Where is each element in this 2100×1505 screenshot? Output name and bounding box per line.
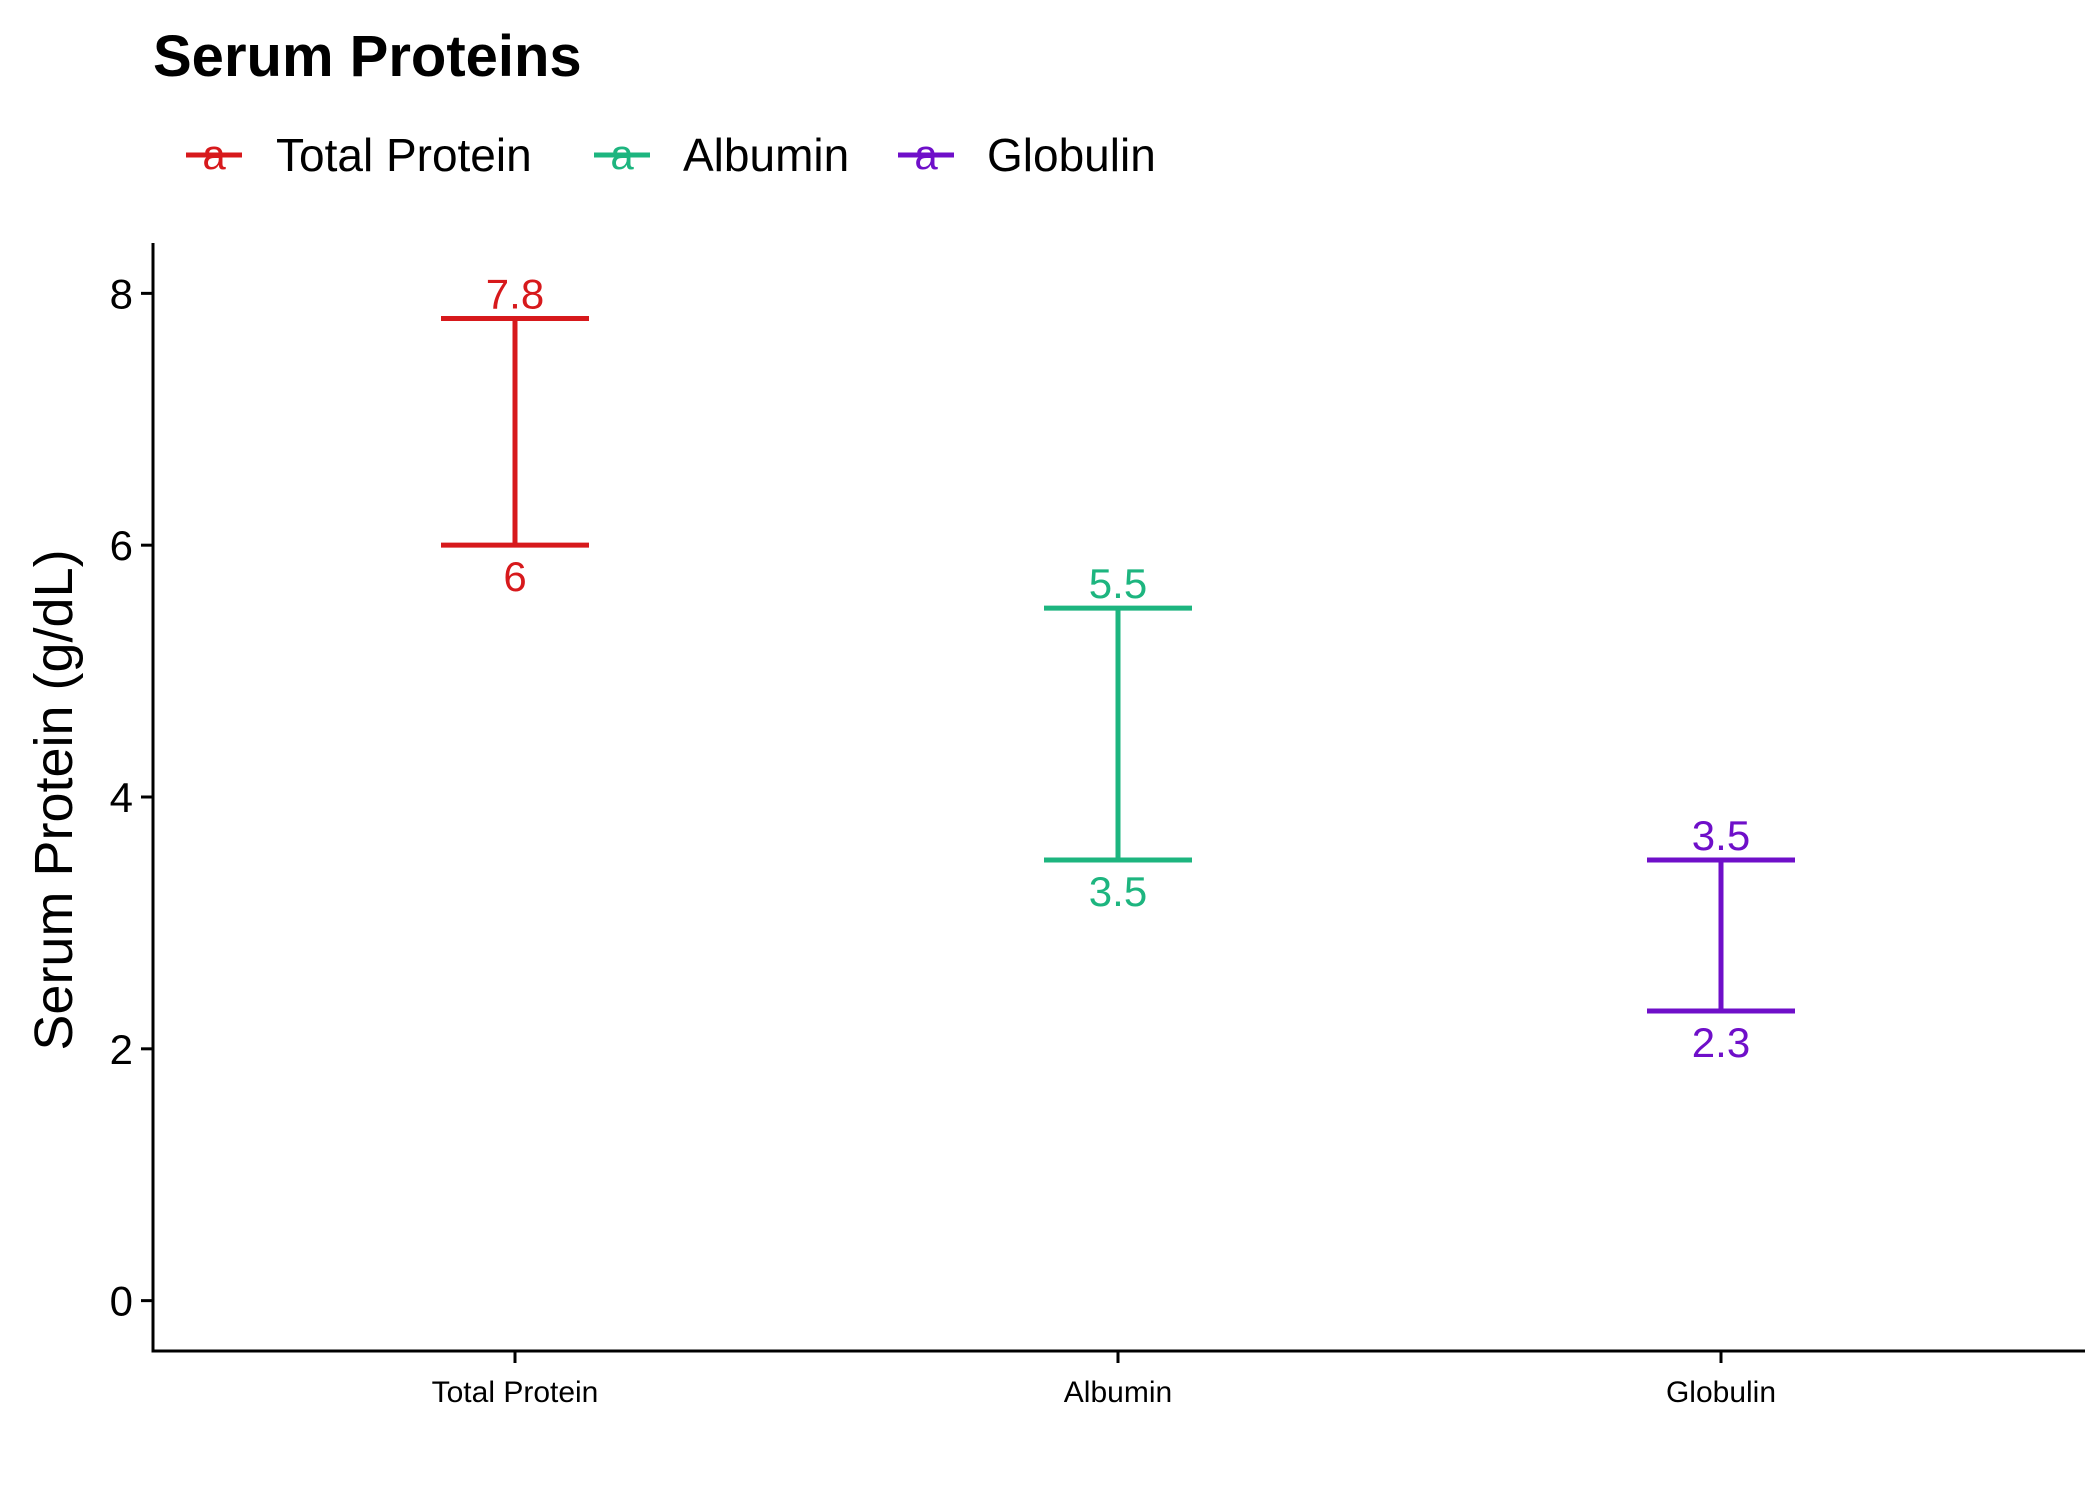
legend-key-glyph: a — [202, 131, 226, 178]
errorbar-albumin: 5.5 3.5 — [1044, 560, 1192, 915]
legend-item-total-protein: a Total Protein — [186, 129, 532, 181]
chart-title: Serum Proteins — [153, 24, 582, 89]
errorbar-globulin: 3.5 2.3 — [1647, 812, 1795, 1066]
y-tick-label: 6 — [110, 522, 133, 569]
data-label-high: 3.5 — [1692, 812, 1750, 859]
plot-area: 7.86 5.53.53.52.3 — [441, 271, 1795, 1066]
legend: a Total Protein a Albumin a Globulin — [186, 129, 1156, 181]
x-tick-label: Total Protein — [432, 1376, 599, 1409]
legend-item-albumin: a Albumin — [594, 129, 849, 181]
legend-key-glyph: a — [914, 131, 938, 178]
legend-label: Globulin — [987, 129, 1156, 181]
y-axis-label: Serum Protein (g/dL) — [24, 549, 84, 1050]
x-axis: Total Protein Albumin Globulin — [151, 1349, 2085, 1409]
y-axis: 0 2 4 6 8 — [110, 243, 155, 1353]
y-tick-label: 4 — [110, 774, 133, 821]
y-tick-label: 0 — [110, 1278, 133, 1325]
x-tick-label: Globulin — [1666, 1376, 1776, 1409]
data-label-low: 6 — [503, 553, 526, 600]
data-label-low: 2.3 — [1692, 1019, 1750, 1066]
legend-item-globulin: a Globulin — [898, 129, 1156, 181]
x-tick-label: Albumin — [1064, 1376, 1172, 1409]
errorbar-total-protein: 7.86 — [441, 271, 589, 600]
data-label-high: 5.5 — [1089, 560, 1147, 607]
y-tick-label: 8 — [110, 270, 133, 317]
legend-label: Total Protein — [276, 129, 532, 181]
y-tick-label: 2 — [110, 1026, 133, 1073]
data-label-high: 7.8 — [486, 271, 544, 318]
legend-key-glyph: a — [610, 131, 634, 178]
legend-label: Albumin — [683, 129, 849, 181]
data-label-low: 3.5 — [1089, 868, 1147, 915]
